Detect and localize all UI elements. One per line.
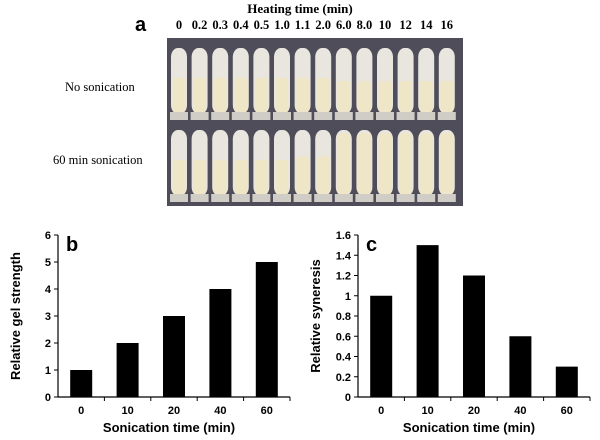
- heating-time-label: 8.0: [356, 18, 373, 32]
- x-tick-label: 0: [378, 405, 384, 417]
- sample-tube: [355, 48, 374, 120]
- y-tick-label: 2: [45, 338, 51, 350]
- bar: [463, 275, 485, 397]
- heating-time-title: Heating time (min): [247, 1, 353, 16]
- heating-time-label: 16: [440, 18, 454, 32]
- tubes-drawing: [170, 48, 456, 202]
- x-tick-label: 0: [78, 405, 84, 417]
- y-tick-label: 0.2: [336, 372, 351, 384]
- sample-tube: [396, 48, 415, 120]
- y-tick-label: 5: [45, 257, 51, 269]
- sample-tube: [396, 130, 415, 202]
- y-tick-label: 1.2: [336, 271, 351, 283]
- heating-time-label: 1.0: [274, 18, 290, 32]
- bar: [555, 366, 578, 397]
- x-tick-label: 20: [168, 405, 180, 417]
- y-tick-label: 0: [345, 392, 351, 404]
- panel-letter: b: [66, 234, 78, 256]
- y-tick-label: 0.6: [336, 331, 351, 343]
- sample-tube: [211, 48, 230, 120]
- bar: [116, 343, 139, 397]
- sample-tube: [437, 48, 456, 120]
- x-axis-title: Sonication time (min): [403, 420, 535, 435]
- sample-tube: [376, 48, 394, 120]
- heating-time-label: 2.0: [315, 18, 331, 32]
- x-axis-title: Sonication time (min): [103, 420, 235, 435]
- y-axis-title: Relative gel strength: [8, 252, 23, 380]
- sample-tube: [437, 130, 456, 202]
- x-tick-label: 40: [214, 405, 226, 417]
- y-tick-label: 3: [45, 311, 51, 323]
- sample-tube: [293, 48, 312, 120]
- y-tick-label: 0.4: [336, 352, 352, 364]
- bar: [209, 289, 232, 397]
- chart-relative-syneresis: 0 0.2 0.4 0.6 0.8 1 1.2 1.4 1.6 0 10 20 40 60 Sonicati…: [308, 230, 591, 435]
- heating-time-label: 0.5: [253, 18, 270, 32]
- heating-time-label: 0.2: [191, 18, 208, 32]
- panel-letter: c: [366, 234, 377, 256]
- sample-tube: [252, 48, 271, 120]
- sample-tube: [273, 130, 291, 202]
- sample-tube: [231, 48, 250, 120]
- sample-tube: [314, 130, 333, 202]
- x-tick-label: 10: [121, 405, 133, 417]
- heating-time-label: 6.0: [335, 18, 352, 32]
- y-tick-label: 0: [45, 392, 51, 404]
- bar: [255, 262, 278, 397]
- sample-tube: [376, 130, 394, 202]
- x-tick-label: 20: [468, 405, 480, 417]
- sample-tube: [355, 130, 374, 202]
- sample-tube: [334, 48, 353, 120]
- sample-tube: [417, 48, 436, 120]
- heating-time-label: 1.1: [294, 18, 311, 32]
- y-tick-label: 1: [345, 291, 351, 303]
- heating-time-label: 0: [175, 18, 183, 32]
- sample-tube: [293, 130, 312, 202]
- x-tick-label: 60: [561, 405, 573, 417]
- heating-time-labels: 0 0.2 0.3 0.4 0.5 1.0 1.1 2.0 6.0 8.0 10 12 14 16: [160, 18, 470, 38]
- x-tick-label: 60: [261, 405, 273, 417]
- x-tick-label: 40: [514, 405, 526, 417]
- sample-tube: [190, 130, 209, 202]
- heating-time-label: 12: [399, 18, 412, 32]
- y-tick-label: 6: [45, 230, 51, 242]
- bar: [163, 316, 185, 397]
- sample-tube: [211, 130, 230, 202]
- sample-tube: [252, 130, 271, 202]
- bar: [370, 295, 393, 397]
- row-label-no-sonication: No sonication: [65, 80, 135, 94]
- sample-tube: [231, 130, 250, 202]
- sample-tube: [170, 48, 188, 120]
- panel-a-letter: a: [135, 14, 147, 36]
- sample-tube: [417, 130, 436, 202]
- y-tick-label: 1: [45, 365, 51, 377]
- bar: [70, 370, 93, 397]
- heating-time-label: 10: [378, 18, 392, 32]
- heating-time-label: 14: [419, 18, 433, 32]
- heating-time-label: 0.4: [232, 18, 249, 32]
- sample-tube: [273, 48, 291, 120]
- bar: [509, 336, 532, 397]
- sample-tube: [190, 48, 209, 120]
- row-label-60-min-sonication: 60 min sonication: [53, 153, 143, 167]
- heating-time-label: 0.3: [212, 18, 228, 32]
- bar: [416, 245, 439, 397]
- sample-tube: [314, 48, 333, 120]
- y-axis-title: Relative syneresis: [308, 259, 323, 372]
- sample-tube: [334, 130, 353, 202]
- y-tick-label: 1.6: [336, 230, 351, 242]
- sample-tubes-photo: [167, 38, 463, 206]
- y-tick-label: 4: [45, 284, 52, 296]
- y-tick-label: 1.4: [336, 250, 352, 262]
- y-tick-label: 0.8: [336, 311, 351, 323]
- sample-tube: [170, 130, 188, 202]
- x-tick-label: 10: [421, 405, 433, 417]
